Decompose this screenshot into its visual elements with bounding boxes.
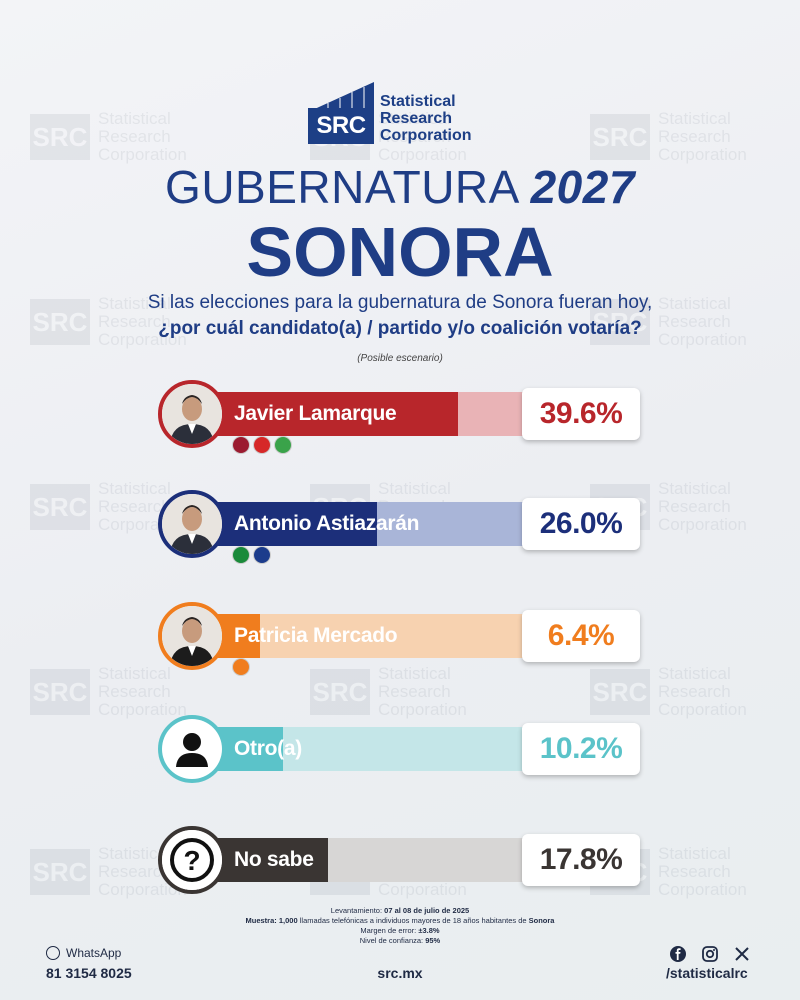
sample-count: 1,000 <box>278 916 298 925</box>
candidate-photo-icon <box>162 384 222 444</box>
value-label: 10.2% <box>522 723 640 775</box>
instagram-icon[interactable] <box>702 946 718 962</box>
error-label: Margen de error: <box>360 926 417 935</box>
candidate-photo-icon <box>162 494 222 554</box>
value-label: 17.8% <box>522 834 640 886</box>
page-title: GUBERNATURA 2027 <box>0 160 800 214</box>
avatar-icon: ? <box>158 826 226 894</box>
chart-row: Otro(a) 10.2% <box>158 715 640 783</box>
logo-src: SRC <box>308 108 374 144</box>
question-icon: ? <box>162 830 222 890</box>
value-label: 6.4% <box>522 610 640 662</box>
scenario-note: (Posible escenario) <box>357 353 443 364</box>
candidate-photo-icon <box>162 606 222 666</box>
logo-line1: Statistical <box>380 93 456 110</box>
facebook-icon[interactable] <box>670 946 686 962</box>
title-year: 2027 <box>530 161 635 213</box>
chart-row: ? No sabe 17.8% <box>158 826 640 894</box>
value-label: 39.6% <box>522 388 640 440</box>
party-logo-pri-icon <box>232 546 250 564</box>
fieldwork-value: 07 al 08 de julio de 2025 <box>384 906 470 915</box>
whatsapp-contact[interactable]: WhatsApp <box>46 946 121 960</box>
logo-text: Statistical Research Corporation <box>380 93 472 144</box>
candidate-avatar <box>158 602 226 670</box>
confidence-value: 95% <box>425 936 441 945</box>
social-handle[interactable]: /statisticalrc <box>666 965 748 981</box>
party-logo-verde-icon <box>274 436 292 454</box>
social-links <box>670 946 750 962</box>
website-link[interactable]: src.mx <box>377 965 423 981</box>
phone-number[interactable]: 81 3154 8025 <box>46 965 132 981</box>
confidence-label: Nivel de confianza: <box>359 936 424 945</box>
title-prefix: GUBERNATURA <box>165 161 518 213</box>
svg-text:?: ? <box>183 845 200 876</box>
avatar-icon <box>158 715 226 783</box>
whatsapp-label: WhatsApp <box>66 946 122 960</box>
category-label: Javier Lamarque <box>234 402 397 425</box>
logo-mark: SRC <box>308 82 374 144</box>
error-line: Margen de error: ±3.8% <box>0 926 800 936</box>
sample-label: Muestra: <box>245 916 277 925</box>
bar <box>190 392 459 436</box>
sample-text: llamadas telefónicas a individuos mayore… <box>299 916 527 925</box>
candidate-avatar <box>158 380 226 448</box>
question-line2: ¿por cuál candidato(a) / partido y/o coa… <box>158 318 642 339</box>
state-title: SONORA <box>246 213 554 291</box>
party-logo-pt-icon <box>253 436 271 454</box>
candidate-avatar <box>158 490 226 558</box>
category-label: Patricia Mercado <box>234 624 398 647</box>
person-icon <box>162 719 222 779</box>
x-icon[interactable] <box>734 946 750 962</box>
category-label: Antonio Astiazarán <box>234 512 420 535</box>
confidence-line: Nivel de confianza: 95% <box>0 936 800 946</box>
chart-row: Javier Lamarque 39.6% <box>158 380 640 454</box>
category-label: No sabe <box>234 848 314 871</box>
fieldwork-line: Levantamiento: 07 al 08 de julio de 2025 <box>0 906 800 916</box>
sample-region: Sonora <box>528 916 555 925</box>
chart-row: Patricia Mercado 6.4% <box>158 602 640 676</box>
fieldwork-label: Levantamiento: <box>330 906 383 915</box>
question-line1: Si las elecciones para la gubernatura de… <box>147 292 653 313</box>
value-label: 26.0% <box>522 498 640 550</box>
logo-line2: Research <box>380 110 453 127</box>
logo-line3: Corporation <box>380 127 472 144</box>
methodology: Levantamiento: 07 al 08 de julio de 2025… <box>0 906 800 946</box>
brand-logo: SRC Statistical Research Corporation <box>308 82 472 144</box>
party-logo-morena-icon <box>232 436 250 454</box>
party-logo-mc-icon <box>232 658 250 676</box>
error-value: ±3.8% <box>418 926 440 935</box>
chart-row: Antonio Astiazarán 26.0% <box>158 490 640 564</box>
party-logo-pan-icon <box>253 546 271 564</box>
whatsapp-icon <box>46 946 60 960</box>
sample-line: Muestra: 1,000 llamadas telefónicas a in… <box>0 916 800 926</box>
category-label: Otro(a) <box>234 737 302 760</box>
